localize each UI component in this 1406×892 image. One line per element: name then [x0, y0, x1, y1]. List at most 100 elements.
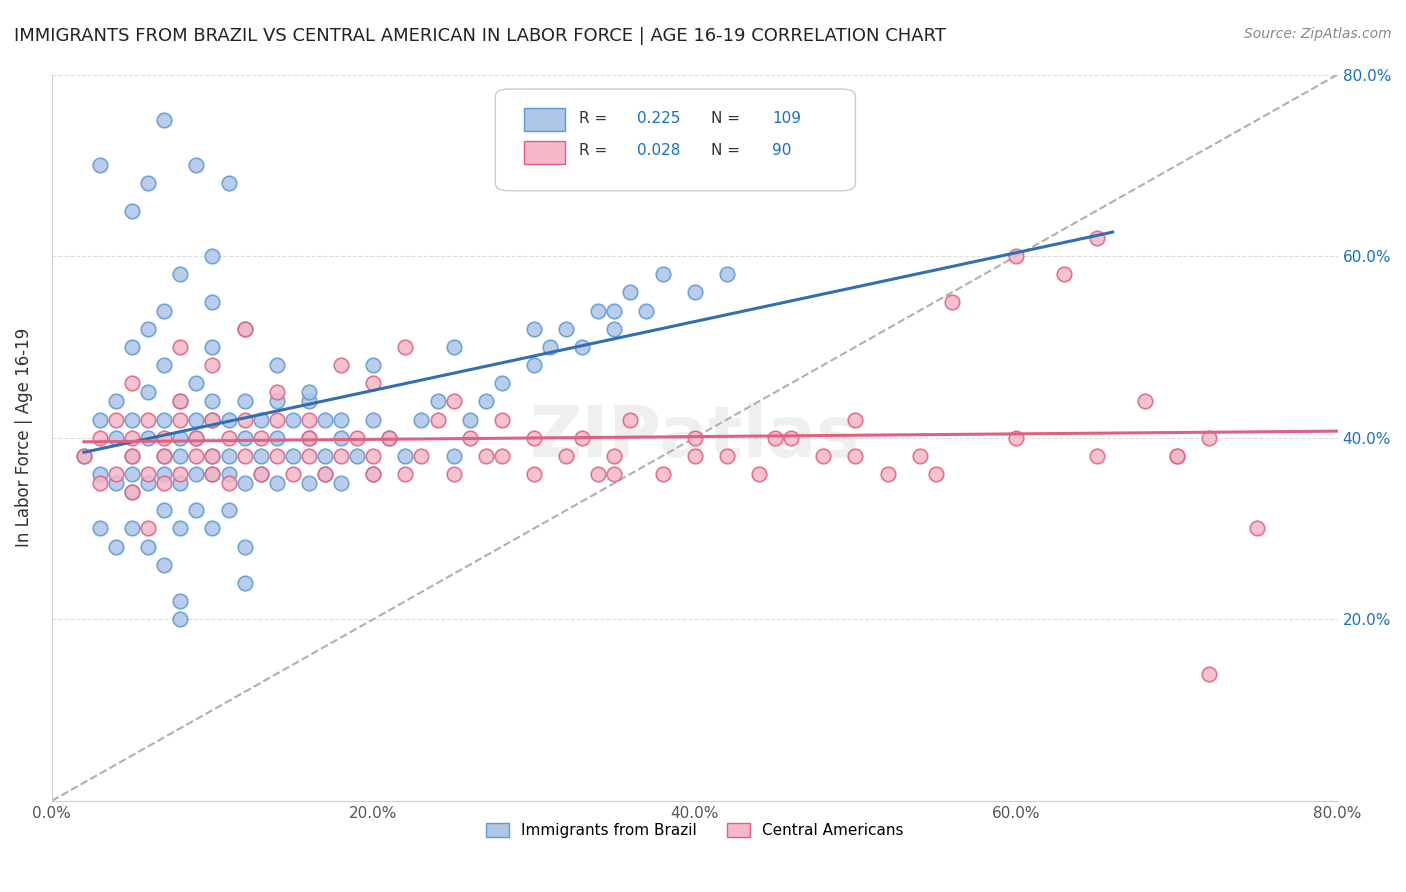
Point	[908, 449, 931, 463]
Point	[748, 467, 770, 481]
FancyBboxPatch shape	[495, 89, 855, 191]
Point	[330, 431, 353, 445]
Point	[1198, 666, 1220, 681]
Point	[571, 431, 593, 445]
Point	[121, 449, 143, 463]
Point	[169, 449, 191, 463]
Point	[586, 467, 609, 481]
Point	[394, 449, 416, 463]
Text: Source: ZipAtlas.com: Source: ZipAtlas.com	[1244, 27, 1392, 41]
Point	[169, 467, 191, 481]
Point	[153, 412, 176, 426]
Point	[298, 412, 321, 426]
Point	[330, 412, 353, 426]
Point	[523, 431, 546, 445]
Point	[169, 412, 191, 426]
Point	[89, 412, 111, 426]
Point	[716, 449, 738, 463]
Point	[233, 412, 256, 426]
Point	[266, 385, 288, 400]
Point	[298, 385, 321, 400]
Point	[233, 431, 256, 445]
Point	[458, 412, 481, 426]
Point	[153, 112, 176, 127]
Point	[361, 467, 384, 481]
Point	[105, 394, 128, 409]
Point	[266, 449, 288, 463]
Point	[89, 521, 111, 535]
Point	[443, 394, 465, 409]
Point	[121, 203, 143, 218]
Point	[153, 503, 176, 517]
Point	[153, 558, 176, 572]
Point	[105, 476, 128, 491]
Point	[925, 467, 948, 481]
Point	[186, 431, 208, 445]
Point	[361, 412, 384, 426]
Point	[136, 322, 159, 336]
Point	[233, 476, 256, 491]
Point	[233, 322, 256, 336]
Point	[458, 431, 481, 445]
Point	[266, 412, 288, 426]
Point	[136, 467, 159, 481]
Point	[844, 449, 866, 463]
Point	[586, 303, 609, 318]
Point	[136, 431, 159, 445]
Point	[249, 431, 271, 445]
Point	[201, 340, 224, 354]
Point	[603, 467, 626, 481]
Point	[378, 431, 401, 445]
Point	[136, 540, 159, 554]
Text: IMMIGRANTS FROM BRAZIL VS CENTRAL AMERICAN IN LABOR FORCE | AGE 16-19 CORRELATIO: IMMIGRANTS FROM BRAZIL VS CENTRAL AMERIC…	[14, 27, 946, 45]
Point	[73, 449, 96, 463]
Point	[89, 431, 111, 445]
Point	[571, 340, 593, 354]
Point	[136, 177, 159, 191]
Legend: Immigrants from Brazil, Central Americans: Immigrants from Brazil, Central American…	[479, 817, 910, 844]
Point	[105, 431, 128, 445]
Point	[443, 449, 465, 463]
Point	[281, 412, 304, 426]
Point	[153, 431, 176, 445]
Point	[844, 412, 866, 426]
Point	[153, 467, 176, 481]
Point	[491, 449, 513, 463]
Point	[201, 521, 224, 535]
Point	[266, 394, 288, 409]
Point	[249, 412, 271, 426]
Point	[186, 449, 208, 463]
Point	[330, 476, 353, 491]
Point	[1005, 249, 1028, 263]
Point	[186, 158, 208, 172]
Point	[169, 340, 191, 354]
Point	[121, 412, 143, 426]
Point	[603, 303, 626, 318]
Point	[555, 322, 578, 336]
Point	[330, 449, 353, 463]
Point	[1085, 231, 1108, 245]
Point	[121, 340, 143, 354]
Point	[218, 177, 240, 191]
Text: 0.028: 0.028	[637, 144, 681, 158]
Point	[89, 158, 111, 172]
Point	[443, 340, 465, 354]
Point	[266, 358, 288, 372]
Point	[233, 449, 256, 463]
Point	[186, 412, 208, 426]
Point	[186, 376, 208, 391]
Point	[201, 412, 224, 426]
Point	[491, 412, 513, 426]
Point	[121, 485, 143, 500]
Point	[169, 612, 191, 626]
Point	[153, 476, 176, 491]
Point	[218, 467, 240, 481]
FancyBboxPatch shape	[523, 108, 565, 131]
Point	[603, 449, 626, 463]
Point	[233, 394, 256, 409]
Point	[186, 503, 208, 517]
Point	[201, 249, 224, 263]
Point	[186, 467, 208, 481]
Point	[683, 285, 706, 300]
Point	[876, 467, 898, 481]
